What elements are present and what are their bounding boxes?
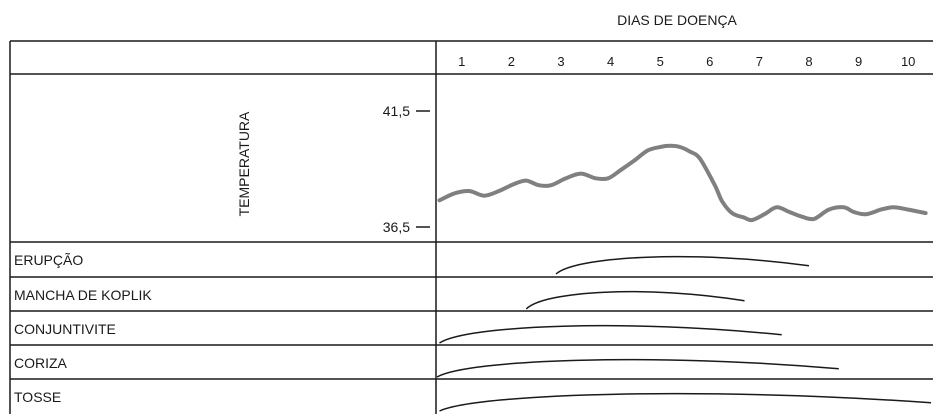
table-frame	[9, 40, 933, 414]
temperature-line	[437, 143, 928, 223]
temperature-axis-label: TEMPERATURA	[236, 111, 252, 216]
day-tick-label: 5	[657, 54, 664, 69]
symptom-duration-arc	[439, 392, 932, 412]
temperature-ticks: 41,5 36,5	[383, 103, 430, 235]
symptom-duration-arc	[555, 255, 810, 275]
day-tick-label: 7	[756, 54, 763, 69]
day-tick-label: 2	[508, 54, 515, 69]
symptom-duration-arc	[525, 290, 745, 310]
symptom-label: MANCHA DE KOPLIK	[14, 287, 152, 303]
day-tick-label: 4	[607, 54, 614, 69]
day-tick-label: 10	[901, 54, 915, 69]
symptom-label: CONJUNTIVITE	[14, 321, 116, 337]
symptom-rows: ERUPÇÃO MANCHA DE KOPLIK CONJUNTIVITE CORIZ…	[10, 252, 933, 412]
symptom-label: CORIZA	[14, 355, 68, 371]
temperature-plot	[437, 143, 928, 223]
day-ticks: 1 2 3 4 5 6 7 8 9 10	[458, 54, 915, 69]
day-tick-label: 9	[855, 54, 862, 69]
temperature-tick-label: 41,5	[383, 103, 410, 119]
chart-title: DIAS DE DOENÇA	[617, 12, 737, 28]
day-tick-label: 6	[706, 54, 713, 69]
temperature-tick-label: 36,5	[383, 219, 410, 235]
symptom-label: ERUPÇÃO	[14, 252, 83, 268]
symptom-label: TOSSE	[14, 389, 61, 405]
symptom-duration-arc	[439, 324, 782, 344]
symptom-duration-arc	[436, 358, 839, 378]
day-tick-label: 8	[805, 54, 812, 69]
day-tick-label: 1	[458, 54, 465, 69]
day-tick-label: 3	[557, 54, 564, 69]
